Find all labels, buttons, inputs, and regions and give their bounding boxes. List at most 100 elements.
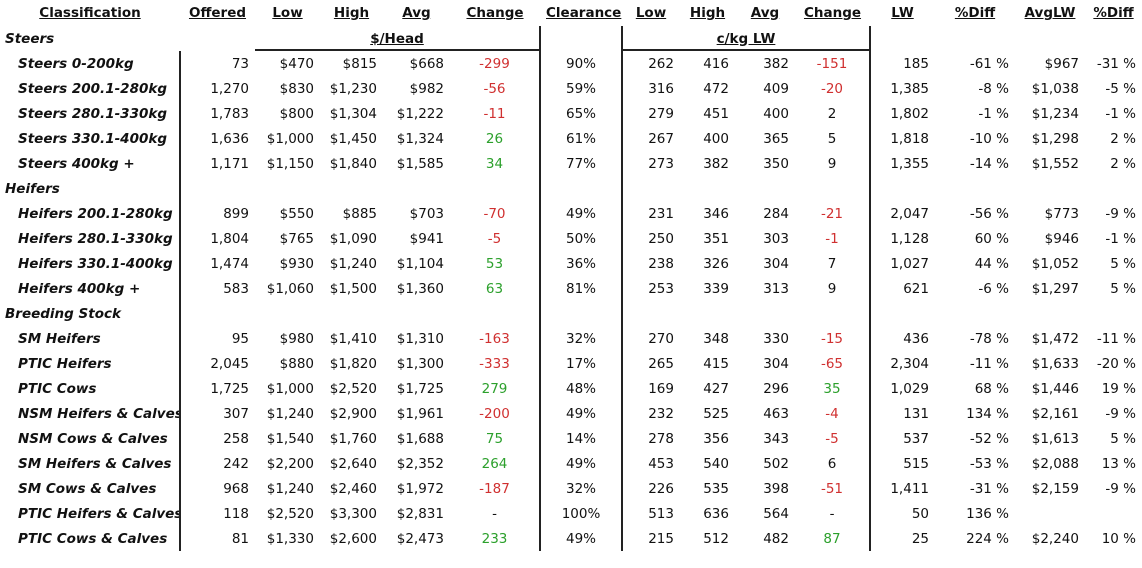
cell: $1,410 [329,330,377,347]
cell: $1,552 [1031,155,1079,172]
cell: $2,200 [266,455,314,472]
cell: 5 % [1110,255,1136,272]
cell: 136 % [966,505,1009,522]
cell: 5 % [1110,280,1136,297]
cell: 169 [621,376,680,401]
cell: -52 % [969,430,1009,447]
column-header: %Diff [1093,5,1134,21]
cell: 515 [869,451,935,476]
cell: 75 [485,430,504,447]
cell: 436 [869,326,935,351]
cell [1085,501,1142,526]
group-row: Breeding Stock [0,301,1142,326]
spacer [1085,26,1142,51]
cell: $1,000 [266,380,314,397]
cell: -70 [483,205,506,222]
cell: 1,411 [869,476,935,501]
cell: 356 [703,430,729,447]
cell: 118 [179,501,255,526]
cell: 1,171 [179,151,255,176]
cell: 1,029 [869,376,935,401]
cell: -53 % [969,455,1009,472]
cell: -1 % [1105,230,1136,247]
cell: 224 % [966,530,1009,547]
data-row: SM Heifers 95 $980 $1,410 $1,310 -163 32% 270 34… [0,326,1142,351]
data-row: Heifers 330.1-400kg 1,474 $930 $1,240 $1,104… [0,251,1142,276]
group-label: Breeding Stock [5,305,121,322]
cell: -10 % [969,130,1009,147]
cell: 134 % [966,405,1009,422]
cell: 316 [621,76,680,101]
spacer [935,176,1015,201]
column-header: Low [635,5,667,21]
header-row: Classification Offered Low High Avg Change Cle… [0,0,1142,26]
cell: $2,900 [329,405,377,422]
row-label: Steers 280.1-330kg [18,105,168,122]
cell: $2,600 [329,530,377,547]
cell: 63 [485,280,504,297]
cell: -65 [820,355,844,372]
cell: 513 [621,501,680,526]
column-header: Offered [188,5,247,21]
cell: 50% [539,226,622,251]
row-label: Steers 200.1-280kg [18,80,168,97]
cell: 5 % [1110,430,1136,447]
cell: 226 [621,476,680,501]
cell: 253 [621,276,680,301]
cell: 278 [621,426,680,451]
cell: $930 [279,255,314,272]
cell: 2 % [1110,155,1136,172]
row-label: SM Heifers & Calves [18,455,172,472]
cell: 279 [481,380,508,397]
cell: $980 [279,330,314,347]
spacer [179,301,255,326]
cell: 270 [621,326,680,351]
cell: -9 % [1105,480,1136,497]
spacer [320,176,383,201]
cell: 19 % [1101,380,1136,397]
cell: -151 [816,55,848,72]
group-label: Steers [5,30,55,47]
cell: 250 [621,226,680,251]
cell: 9 [827,280,837,297]
cell: -51 [820,480,844,497]
cell: $2,460 [329,480,377,497]
cell: 2,045 [179,351,255,376]
data-row: PTIC Heifers & Calves 118 $2,520 $3,300 $2,8… [0,501,1142,526]
cell: 185 [869,51,935,76]
cell: 53 [485,255,504,272]
cell: -5 % [1105,80,1136,97]
cell: 34 [485,155,504,172]
cell: 264 [481,455,508,472]
cell: -61 % [969,55,1009,72]
cell: 73 [179,51,255,76]
cell: $1,585 [396,155,444,172]
spacer [1015,301,1085,326]
cell: -6 % [978,280,1009,297]
livestock-table: Classification Offered Low High Avg Change Cle… [0,0,1142,551]
column-header: Avg [750,5,780,21]
cell: $2,831 [396,505,444,522]
cell: 463 [763,405,789,422]
cell: -4 [825,405,839,422]
cell: $1,310 [396,330,444,347]
cell: 453 [621,451,680,476]
cell: $2,352 [396,455,444,472]
cell: 1,355 [869,151,935,176]
cell: $1,961 [396,405,444,422]
cell: -333 [479,355,510,372]
cell: 50 [869,501,935,526]
spacer [539,176,622,201]
cell: 32% [539,476,622,501]
cell: $1,240 [266,405,314,422]
cell: 415 [703,355,729,372]
cell: 416 [703,55,729,72]
cell: 17% [539,351,622,376]
cell: $668 [409,55,444,72]
spacer [383,301,450,326]
cell: $1,240 [329,255,377,272]
row-label: Heifers 330.1-400kg [18,255,173,272]
cell: 1,783 [179,101,255,126]
cell: -21 [820,205,844,222]
data-row: Heifers 280.1-330kg 1,804 $765 $1,090 $941 -5… [0,226,1142,251]
